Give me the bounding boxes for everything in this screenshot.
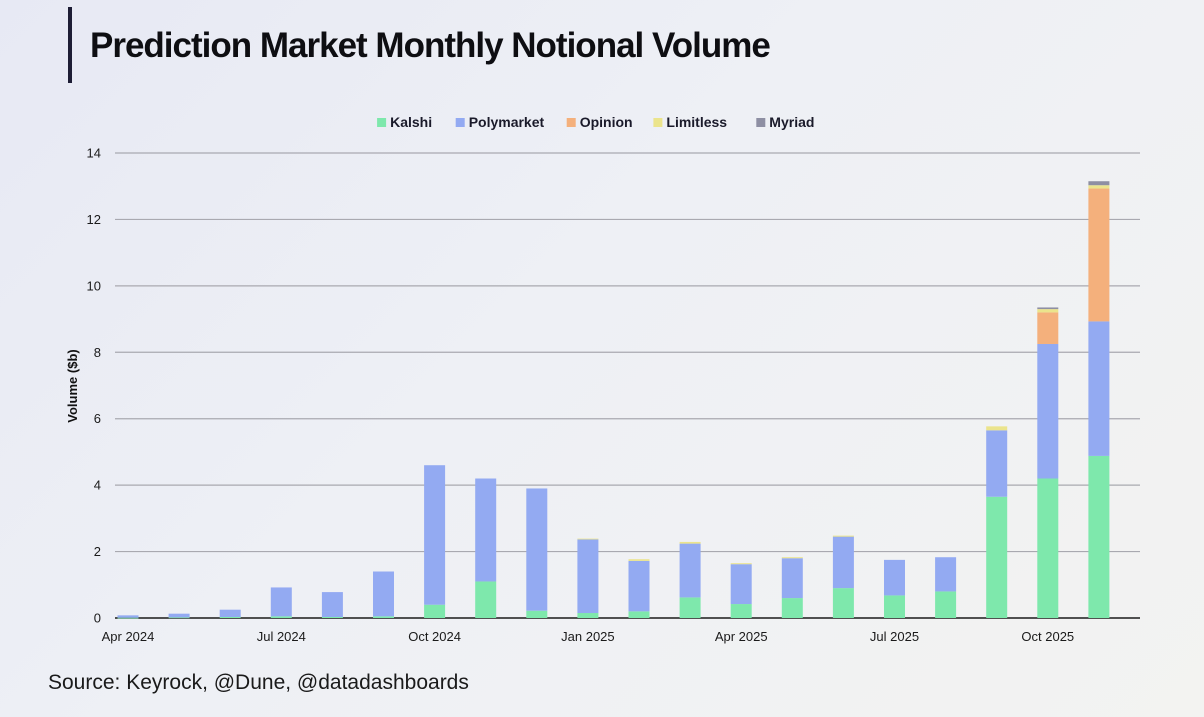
- legend-label: Kalshi: [390, 114, 432, 130]
- x-tick-label: Jan 2025: [561, 629, 615, 644]
- bar-kalshi: [168, 617, 190, 619]
- bar-polymarket: [270, 587, 292, 617]
- bar-myriad: [1037, 307, 1059, 310]
- bar-kalshi: [475, 581, 497, 618]
- y-tick-label: 6: [94, 411, 101, 426]
- bar-kalshi: [219, 617, 241, 618]
- x-tick-label: Jul 2024: [257, 629, 306, 644]
- bar-limitless: [679, 541, 701, 544]
- bar-kalshi: [935, 591, 957, 618]
- legend-label: Opinion: [580, 114, 633, 130]
- bar-polymarket: [781, 558, 803, 599]
- bar-kalshi: [679, 597, 701, 618]
- bar-kalshi: [730, 604, 752, 618]
- bar-kalshi: [424, 604, 446, 618]
- bar-opinion: [1088, 188, 1110, 322]
- title-accent-bar: [68, 7, 72, 83]
- bar-polymarket: [475, 478, 497, 582]
- bar-kalshi: [270, 616, 292, 618]
- x-tick-label: Oct 2025: [1021, 629, 1074, 644]
- bar-kalshi: [832, 588, 854, 618]
- legend-swatch: [455, 118, 465, 127]
- bar-limitless: [1037, 309, 1059, 313]
- bar-myriad: [1088, 181, 1110, 186]
- bar-limitless: [986, 426, 1008, 431]
- legend-swatch: [377, 118, 387, 127]
- bar-kalshi: [117, 617, 139, 619]
- y-tick-label: 14: [87, 146, 101, 161]
- bar-polymarket: [935, 557, 957, 592]
- bar-kalshi: [884, 595, 905, 618]
- bar-kalshi: [1088, 455, 1110, 618]
- bar-polymarket: [577, 539, 599, 614]
- bar-kalshi: [781, 598, 803, 618]
- bar-limitless: [781, 557, 803, 559]
- x-tick-label: Oct 2024: [408, 629, 461, 644]
- bar-limitless: [730, 563, 752, 565]
- y-tick-label: 10: [87, 278, 101, 293]
- bar-limitless: [577, 538, 599, 540]
- bar-polymarket: [730, 564, 752, 605]
- bar-polymarket: [832, 536, 854, 589]
- bar-polymarket: [219, 609, 241, 618]
- bar-kalshi: [321, 617, 343, 618]
- bar-kalshi: [1037, 478, 1059, 618]
- bar-kalshi: [986, 496, 1008, 618]
- chart-title: Prediction Market Monthly Notional Volum…: [90, 26, 771, 65]
- y-tick-label: 8: [94, 345, 101, 360]
- bar-polymarket: [1088, 321, 1110, 456]
- bar-polymarket: [628, 560, 650, 612]
- bar-polymarket: [373, 571, 394, 617]
- legend-swatch: [566, 118, 576, 127]
- bar-polymarket: [526, 488, 548, 611]
- bar-polymarket: [884, 559, 905, 596]
- legend-label: Myriad: [769, 114, 814, 130]
- legend-label: Limitless: [666, 114, 727, 130]
- bar-polymarket: [986, 430, 1008, 497]
- bar-kalshi: [577, 613, 599, 618]
- bar-kalshi: [628, 611, 650, 618]
- legend-swatch: [653, 118, 663, 127]
- y-tick-label: 2: [94, 544, 101, 559]
- y-axis-title: Volume ($b): [65, 349, 80, 422]
- bar-kalshi: [373, 616, 394, 618]
- legend-label: Polymarket: [469, 114, 545, 130]
- bar-limitless: [1088, 185, 1110, 189]
- bar-polymarket: [679, 543, 701, 598]
- bar-limitless: [628, 559, 650, 561]
- bar-limitless: [832, 535, 854, 537]
- bar-polymarket: [117, 615, 139, 618]
- x-tick-label: Apr 2025: [715, 629, 768, 644]
- x-tick-label: Apr 2024: [102, 629, 155, 644]
- y-tick-label: 0: [94, 611, 101, 626]
- bar-polymarket: [424, 465, 446, 605]
- bar-polymarket: [1037, 343, 1059, 479]
- bar-polymarket: [321, 592, 343, 618]
- y-tick-label: 12: [87, 212, 101, 227]
- legend-swatch: [756, 118, 766, 127]
- y-tick-label: 4: [94, 478, 101, 493]
- bar-kalshi: [526, 610, 548, 618]
- bar-opinion: [1037, 312, 1059, 344]
- bar-polymarket: [168, 613, 190, 618]
- x-tick-label: Jul 2025: [870, 629, 919, 644]
- source-note: Source: Keyrock, @Dune, @datadashboards: [48, 671, 469, 694]
